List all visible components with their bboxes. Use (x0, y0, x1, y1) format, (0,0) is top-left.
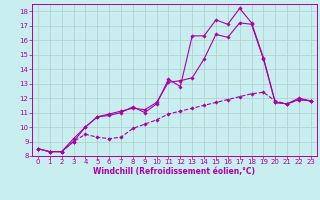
X-axis label: Windchill (Refroidissement éolien,°C): Windchill (Refroidissement éolien,°C) (93, 167, 255, 176)
